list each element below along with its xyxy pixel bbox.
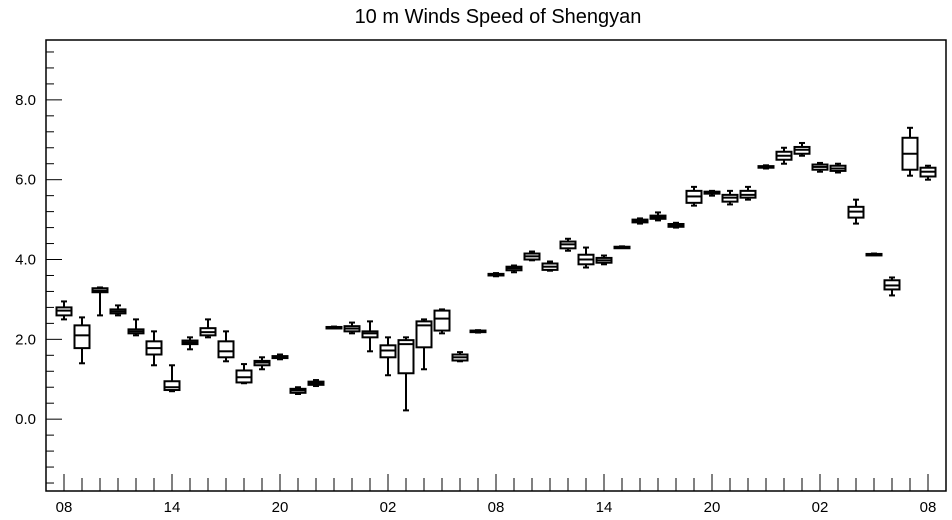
box-plot bbox=[343, 321, 361, 335]
x-tick-label: 08 bbox=[56, 499, 73, 516]
plot-frame bbox=[45, 39, 947, 492]
box-series bbox=[55, 126, 937, 412]
box-plot bbox=[415, 318, 433, 371]
box-iqr bbox=[163, 380, 181, 392]
box-plot bbox=[181, 336, 199, 351]
box-plot bbox=[163, 364, 181, 393]
box-plot bbox=[757, 164, 775, 170]
x-tick-label: 20 bbox=[272, 499, 289, 516]
box-plot bbox=[397, 336, 415, 412]
box-plot bbox=[775, 146, 793, 165]
box-plot bbox=[217, 330, 235, 363]
box-iqr bbox=[415, 320, 433, 349]
box-plot bbox=[91, 286, 109, 317]
box-plot bbox=[703, 189, 721, 197]
box-iqr bbox=[73, 324, 91, 350]
box-plot bbox=[793, 141, 811, 157]
y-tick-label: 6.0 bbox=[15, 172, 36, 189]
y-tick-label: 8.0 bbox=[15, 92, 36, 109]
box-plot bbox=[109, 304, 127, 317]
box-plot bbox=[235, 363, 253, 385]
box-plot bbox=[379, 336, 397, 377]
x-tick-label: 02 bbox=[812, 499, 829, 516]
box-iqr bbox=[433, 309, 451, 332]
x-tick-label: 08 bbox=[920, 499, 937, 516]
x-tick-label: 02 bbox=[380, 499, 397, 516]
box-plot bbox=[307, 379, 325, 388]
chart-title: 10 m Winds Speed of Shengyan bbox=[355, 6, 642, 28]
box-plot bbox=[145, 330, 163, 367]
box-plot bbox=[631, 217, 649, 225]
box-plot bbox=[289, 386, 307, 396]
box-plot bbox=[541, 260, 559, 272]
x-tick-label: 08 bbox=[488, 499, 505, 516]
box-iqr bbox=[217, 340, 235, 359]
box-plot bbox=[739, 185, 757, 201]
box-plot bbox=[883, 276, 901, 297]
box-plot bbox=[325, 325, 343, 330]
box-plot bbox=[595, 254, 613, 266]
x-tick-label: 14 bbox=[164, 499, 181, 516]
y-tick-label: 0.0 bbox=[15, 411, 36, 428]
box-plot bbox=[433, 308, 451, 335]
box-plot bbox=[559, 237, 577, 252]
box-plot bbox=[667, 221, 685, 229]
x-axis: 08 14 20 02 08 14 20 02 08 bbox=[56, 474, 937, 516]
box-plot bbox=[271, 353, 289, 361]
box-plot bbox=[829, 162, 847, 174]
box-plot bbox=[901, 126, 919, 177]
box-plot bbox=[523, 250, 541, 262]
y-axis: 0.0 2.0 4.0 6.0 8.0 bbox=[15, 51, 62, 484]
box-plot bbox=[811, 161, 829, 173]
box-plot bbox=[649, 211, 667, 222]
box-plot bbox=[505, 264, 523, 274]
box-plot bbox=[577, 246, 595, 269]
box-plot bbox=[127, 318, 145, 337]
box-plot bbox=[847, 198, 865, 225]
box-plot bbox=[721, 189, 739, 206]
box-plot bbox=[613, 245, 631, 250]
x-tick-label: 14 bbox=[596, 499, 613, 516]
box-plot bbox=[451, 351, 469, 363]
y-tick-label: 4.0 bbox=[15, 252, 36, 269]
box-plot bbox=[73, 316, 91, 365]
box-plot bbox=[55, 300, 73, 321]
box-plot bbox=[469, 329, 487, 334]
box-plot bbox=[361, 320, 379, 353]
box-plot bbox=[685, 185, 703, 207]
x-tick-label: 20 bbox=[704, 499, 721, 516]
box-plot bbox=[487, 272, 505, 278]
box-plot bbox=[253, 356, 271, 371]
box-plot bbox=[919, 164, 937, 181]
box-iqr bbox=[397, 339, 415, 375]
box-plot bbox=[865, 252, 883, 257]
y-tick-label: 2.0 bbox=[15, 331, 36, 348]
box-plot bbox=[199, 318, 217, 339]
